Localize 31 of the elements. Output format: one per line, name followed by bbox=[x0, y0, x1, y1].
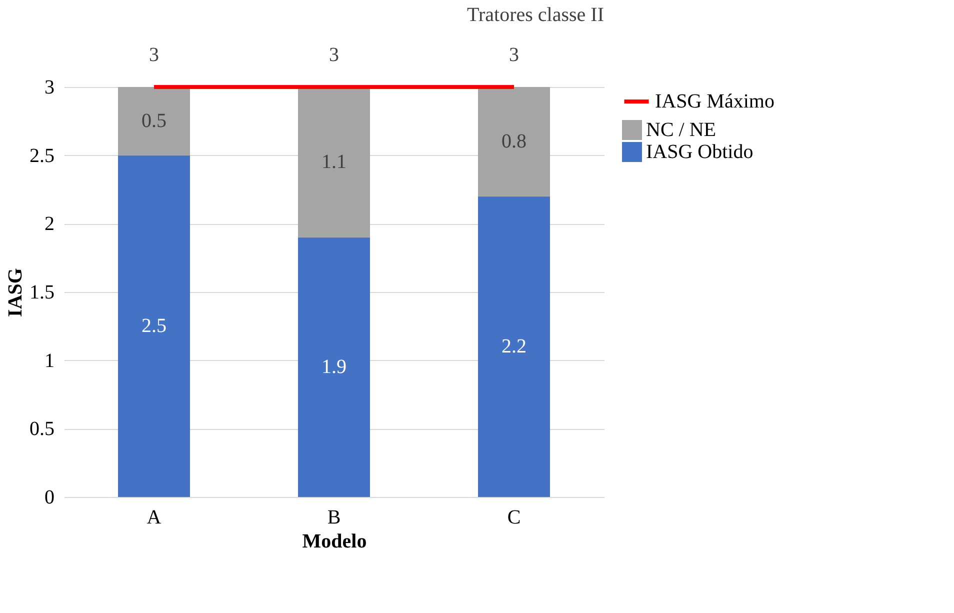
y-tick-label: 3 bbox=[44, 76, 54, 98]
chart-title: Tratores classe II bbox=[466, 4, 604, 26]
y-tick-label: 2.5 bbox=[30, 144, 54, 167]
data-label: 2.2 bbox=[502, 336, 526, 358]
bar bbox=[298, 237, 370, 497]
data-label: 2.5 bbox=[142, 315, 166, 338]
y-tick-label: 1.5 bbox=[30, 282, 54, 304]
x-tick-label: C bbox=[507, 506, 521, 528]
bar bbox=[478, 196, 550, 497]
y-tick-label: 2 bbox=[44, 213, 54, 236]
legend-label: IASG Máximo bbox=[655, 90, 774, 112]
legend-label: NC / NE bbox=[646, 119, 716, 141]
y-axis-title: IASG bbox=[4, 268, 26, 317]
data-label: 0.8 bbox=[502, 130, 526, 153]
y-tick-label: 0.5 bbox=[30, 418, 54, 440]
data-label: 3 bbox=[149, 44, 159, 66]
x-tick-label: A bbox=[146, 506, 162, 528]
data-label: 3 bbox=[329, 44, 339, 66]
bar bbox=[118, 87, 190, 156]
bar bbox=[118, 155, 190, 497]
data-label: 1.1 bbox=[322, 151, 346, 174]
y-tick-label: 0 bbox=[44, 486, 54, 508]
x-tick-label: B bbox=[327, 506, 341, 528]
y-tick-label: 1 bbox=[44, 350, 54, 372]
bar bbox=[298, 87, 370, 238]
bar bbox=[478, 87, 550, 196]
data-label: 1.9 bbox=[322, 356, 346, 378]
data-label: 3 bbox=[509, 44, 519, 66]
x-axis-title: Modelo bbox=[302, 530, 367, 552]
legend-label: IASG Obtido bbox=[646, 141, 754, 163]
data-label: 0.5 bbox=[142, 110, 166, 132]
